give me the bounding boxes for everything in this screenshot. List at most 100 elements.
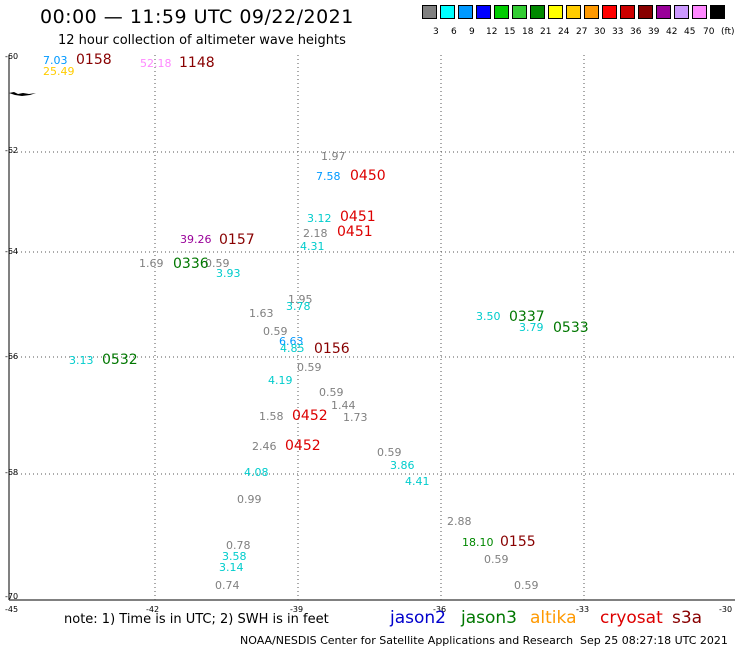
wave-height-value: 3.13	[69, 354, 94, 367]
scale-label: 21	[540, 27, 552, 37]
wave-height-value: 2.18	[303, 227, 328, 240]
wave-height-value: 0.99	[237, 493, 262, 506]
wave-height-value: 4.41	[405, 475, 430, 488]
scale-label: 12	[486, 27, 498, 37]
scale-label: 42	[666, 27, 678, 37]
footer-note: note: 1) Time is in UTC; 2) SWH is in fe…	[64, 612, 329, 627]
wave-height-value: 2.46	[252, 440, 277, 453]
wave-height-value: 1.44	[331, 399, 356, 412]
wave-height-value: 52.18	[140, 57, 172, 70]
scale-swatch	[638, 5, 653, 19]
pass-time-value: 0532	[102, 352, 138, 368]
wave-height-value: 39.26	[180, 233, 212, 246]
pass-time-value: 0533	[553, 320, 589, 336]
lat-label: -70	[5, 592, 19, 601]
scale-swatch	[512, 5, 527, 19]
wave-height-value: 4.31	[300, 240, 325, 253]
scale-swatch	[422, 5, 437, 19]
scale-label: 70	[703, 27, 715, 37]
lon-label: -36	[433, 605, 447, 614]
map-title: 00:00 — 11:59 UTC 09/22/2021	[40, 6, 354, 28]
wave-height-value: 3.58	[222, 550, 247, 563]
legend-jason2: jason2	[390, 608, 446, 628]
pass-time-value: 0452	[285, 438, 321, 454]
pass-time-value: 0158	[76, 52, 112, 68]
pass-time-value: 0155	[500, 534, 536, 550]
scale-label: (ft)	[721, 27, 735, 37]
pass-time-value: 0336	[173, 256, 209, 272]
lon-label: -39	[290, 605, 304, 614]
lon-label: -33	[576, 605, 590, 614]
scale-swatch	[692, 5, 707, 19]
scale-swatch	[584, 5, 599, 19]
wave-height-value: 3.79	[519, 321, 544, 334]
scale-label: 45	[684, 27, 696, 37]
pass-time-value: 0451	[337, 224, 373, 240]
lon-label: -42	[146, 605, 160, 614]
legend-jason3: jason3	[461, 608, 517, 628]
legend-s3a: s3a	[672, 608, 703, 628]
wave-height-value: 0.59	[377, 446, 402, 459]
pass-time-value: 0451	[340, 209, 376, 225]
pass-time-value: 0156	[314, 341, 350, 357]
scale-swatch	[620, 5, 635, 19]
wave-height-value: 1.63	[249, 307, 274, 320]
wave-height-value: 7.03	[43, 54, 68, 67]
scale-label: 9	[469, 27, 475, 37]
lon-label: -30	[719, 605, 733, 614]
scale-swatch	[656, 5, 671, 19]
wave-height-value: 1.58	[259, 410, 284, 423]
footer-credit: NOAA/NESDIS Center for Satellite Applica…	[240, 634, 574, 647]
wave-height-value: 1.73	[343, 411, 368, 424]
lat-label: -68	[5, 468, 19, 477]
lat-label: -66	[5, 352, 19, 361]
scale-label: 30	[594, 27, 606, 37]
wave-height-value: 3.12	[307, 212, 332, 225]
wave-height-value: 0.74	[215, 579, 240, 592]
wave-height-value: 0.59	[205, 257, 230, 270]
pass-time-value: 0452	[292, 408, 328, 424]
scale-swatch	[674, 5, 689, 19]
wave-height-value: 3.50	[476, 310, 501, 323]
wave-height-value: 0.59	[319, 386, 344, 399]
pass-time-value: 1148	[179, 55, 215, 71]
wave-height-value: 0.59	[263, 325, 288, 338]
scale-swatch	[530, 5, 545, 19]
lat-label: -64	[5, 247, 19, 256]
wave-height-value: 4.85	[280, 342, 305, 355]
scale-swatch	[440, 5, 455, 19]
wave-height-value: 0.78	[226, 539, 251, 552]
coastline-fragment	[9, 92, 36, 96]
wave-height-value: 0.59	[297, 361, 322, 374]
scale-swatch	[602, 5, 617, 19]
wave-height-value: 2.88	[447, 515, 472, 528]
wave-height-value: 1.97	[321, 150, 346, 163]
wave-height-value: 3.93	[216, 267, 241, 280]
scale-swatch	[458, 5, 473, 19]
wave-height-value: 3.14	[219, 561, 244, 574]
map-subtitle: 12 hour collection of altimeter wave hei…	[58, 33, 346, 48]
scale-swatch	[494, 5, 509, 19]
scale-label: 18	[522, 27, 534, 37]
scale-label: 15	[504, 27, 516, 37]
wave-height-value: 1.69	[139, 257, 164, 270]
wave-height-value: 25.49	[43, 65, 75, 78]
scale-swatch	[566, 5, 581, 19]
scale-label: 33	[612, 27, 624, 37]
pass-time-value: 0157	[219, 232, 255, 248]
wave-height-value: 6.63	[279, 335, 304, 348]
scale-label: 39	[648, 27, 660, 37]
wave-height-value: 7.58	[316, 170, 341, 183]
wave-height-value: 0.59	[484, 553, 509, 566]
lat-label: -62	[5, 146, 19, 155]
scale-label: 24	[558, 27, 570, 37]
pass-time-value: 0450	[350, 168, 386, 184]
wave-height-value: 4.19	[268, 374, 293, 387]
legend-cryosat: cryosat	[600, 608, 663, 628]
scale-swatch	[476, 5, 491, 19]
wave-height-value: 1.95	[288, 293, 313, 306]
scale-label: 3	[433, 27, 439, 37]
legend-altika: altika	[530, 608, 577, 628]
scale-label: 36	[630, 27, 642, 37]
